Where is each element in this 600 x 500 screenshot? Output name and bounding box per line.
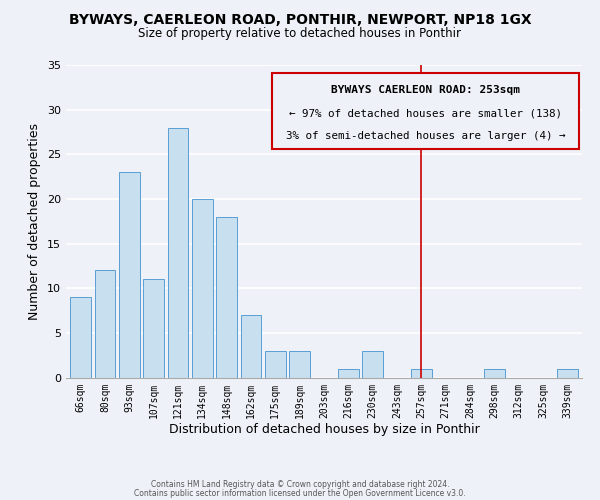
Bar [216,217,237,378]
Text: Contains HM Land Registry data © Crown copyright and database right 2024.: Contains HM Land Registry data © Crown c… [151,480,449,489]
Text: ← 97% of detached houses are smaller (138): ← 97% of detached houses are smaller (13… [289,108,562,118]
Bar [143,280,164,378]
Bar [95,270,115,378]
Y-axis label: Number of detached properties: Number of detached properties [28,122,41,320]
Text: Contains public sector information licensed under the Open Government Licence v3: Contains public sector information licen… [134,489,466,498]
Bar [167,128,188,378]
Bar [362,350,383,378]
Bar [192,199,212,378]
Bar [557,368,578,378]
Text: Size of property relative to detached houses in Ponthir: Size of property relative to detached ho… [139,28,461,40]
Bar [265,350,286,378]
Bar [411,368,432,378]
Bar [241,315,262,378]
Bar [289,350,310,378]
Bar [484,368,505,378]
X-axis label: Distribution of detached houses by size in Ponthir: Distribution of detached houses by size … [169,423,479,436]
Text: 3% of semi-detached houses are larger (4) →: 3% of semi-detached houses are larger (4… [286,131,566,141]
Text: BYWAYS, CAERLEON ROAD, PONTHIR, NEWPORT, NP18 1GX: BYWAYS, CAERLEON ROAD, PONTHIR, NEWPORT,… [68,12,532,26]
Bar [338,368,359,378]
Text: BYWAYS CAERLEON ROAD: 253sqm: BYWAYS CAERLEON ROAD: 253sqm [331,86,520,96]
Bar [70,297,91,378]
Bar [119,172,140,378]
FancyBboxPatch shape [272,73,580,150]
